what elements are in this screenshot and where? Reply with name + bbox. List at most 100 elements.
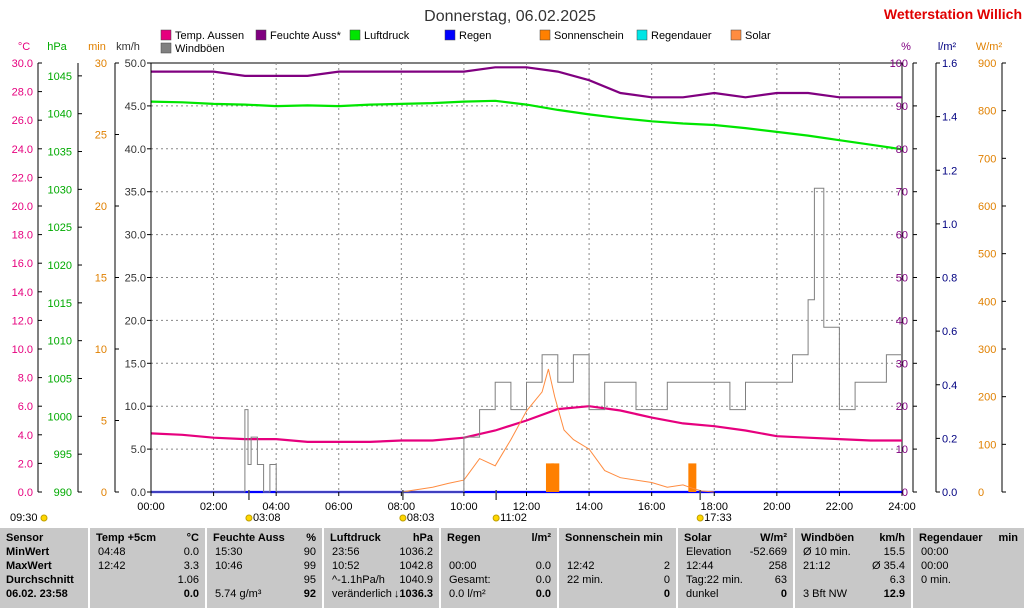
- tick-label-rain: 1.2: [942, 165, 957, 177]
- tick-label-rain: 0.0: [942, 487, 957, 499]
- stats-title: Regen: [447, 532, 481, 544]
- stats-time: Elevation: [686, 546, 732, 558]
- tick-label-solar: 300: [978, 344, 996, 356]
- tick-label-press: 995: [54, 449, 72, 461]
- tick-label-kmh: 20.0: [125, 315, 146, 327]
- stats-time: dunkel: [686, 588, 719, 600]
- stats-value: 0.0: [535, 560, 551, 572]
- stats-time: ^-1.1hPa/h: [332, 574, 385, 586]
- tick-label-min: 15: [95, 273, 107, 285]
- stats-regendauer: Regendauer min 00:00 00:00 0 min.: [911, 528, 1024, 608]
- tick-label-temp: 18.0: [12, 230, 33, 242]
- x-tick-label: 16:00: [638, 501, 666, 513]
- tick-label-rain: 0.4: [942, 380, 957, 392]
- legend-label: Sonnenschein: [554, 30, 624, 42]
- legend-swatch: [255, 29, 267, 41]
- stats-regen: Regen l/m² 00:00 0.0 Gesamt: 0.0 0.0 l/m² 0.0: [439, 528, 557, 608]
- sunshine-bar: [545, 463, 554, 492]
- legend-swatch: [730, 29, 742, 41]
- sun-markers: 09:30 03:08 08:03 11:02 17:33: [10, 490, 732, 524]
- stats-value: 63: [774, 574, 787, 586]
- tick-label-rain: 0.2: [942, 433, 957, 445]
- tick-label-temp: 22.0: [12, 172, 33, 184]
- stats-value: 258: [768, 560, 787, 572]
- stats-time: 12:42: [567, 560, 595, 572]
- tick-label-kmh: 0.0: [131, 487, 146, 499]
- stats-unit: °C: [186, 532, 199, 544]
- stats-unit: l/m²: [531, 532, 551, 544]
- tick-label-solar: 200: [978, 392, 996, 404]
- tick-label-pct: 0: [902, 487, 908, 499]
- legend-swatch: [636, 29, 648, 41]
- stats-title: Feuchte Auss: [213, 532, 285, 544]
- x-tick-label: 04:00: [262, 501, 290, 513]
- stats-sonne: Sonnenschein min 12:42 2 22 min. 0 0: [557, 528, 676, 608]
- tick-label-kmh: 50.0: [125, 58, 146, 70]
- sun-event-label: 03:08: [253, 512, 281, 524]
- stats-title: Sensor: [6, 532, 44, 544]
- sun-icon: [40, 514, 48, 522]
- tick-label-solar: 100: [978, 439, 996, 451]
- legend-label: Solar: [745, 30, 771, 42]
- stats-value: 12.9: [883, 588, 905, 600]
- tick-label-temp: 28.0: [12, 87, 33, 99]
- stats-time: 21:12: [803, 560, 831, 572]
- tick-label-temp: 30.0: [12, 58, 33, 70]
- legend-swatch: [444, 29, 456, 41]
- stats-luftdruck: Luftdruck hPa 23:56 1036.2 10:52 1042.8 ^-1.1h…: [322, 528, 439, 608]
- stats-value: 0.0: [535, 588, 551, 600]
- tick-label-press: 1015: [48, 298, 72, 310]
- tick-label-pct: 10: [896, 444, 908, 456]
- legend-label: Temp. Aussen: [175, 30, 244, 42]
- stats-feuchte: Feuchte Auss% 15:30 90 10:46 99 95 5.74 g/m³ 92: [205, 528, 322, 608]
- stats-value: 99: [303, 560, 316, 572]
- tick-label-pct: 90: [896, 101, 908, 113]
- stats-value: 0: [663, 588, 670, 600]
- stats-value: 1036.2: [399, 546, 433, 558]
- stats-time: veränderlich: [332, 588, 392, 600]
- tick-label-temp: 0.0: [18, 487, 33, 499]
- x-tick-label: 06:00: [325, 501, 353, 513]
- tick-label-press: 1040: [48, 109, 72, 121]
- tick-label-solar: 700: [978, 153, 996, 165]
- series-windb-en: [151, 187, 902, 493]
- tick-label-press: 1045: [48, 71, 72, 83]
- tick-label-temp: 4.0: [18, 430, 33, 442]
- sun-event-label: 08:03: [407, 512, 435, 524]
- stats-value: 0.0: [183, 546, 199, 558]
- stats-value: 0.0: [183, 588, 199, 600]
- stats-time: Tag:22 min.: [686, 574, 743, 586]
- stats-time: 3 Bft NW: [803, 588, 848, 600]
- tick-label-press: 1025: [48, 222, 72, 234]
- axis-unit-kmh: km/h: [116, 41, 140, 53]
- series-feuchte-auss-: [151, 66, 902, 99]
- stats-time: 00:00: [449, 560, 477, 572]
- tick-label-pct: 30: [896, 358, 908, 370]
- stats-table: Sensor MinWert MaxWert Durchschnitt 06.02. 2…: [0, 528, 1024, 608]
- stats-value: -52.669: [749, 546, 787, 558]
- tick-label-temp: 20.0: [12, 201, 33, 213]
- tick-label-min: 10: [95, 344, 107, 356]
- tick-label-kmh: 5.0: [131, 444, 146, 456]
- tick-label-solar: 900: [978, 58, 996, 70]
- stats-row-label: MinWert: [6, 546, 50, 558]
- stats-time: 23:56: [332, 546, 360, 558]
- tick-label-temp: 24.0: [12, 144, 33, 156]
- sun-icon: [399, 514, 407, 522]
- tick-label-temp: 2.0: [18, 458, 33, 470]
- sun-icon: [696, 514, 704, 522]
- tick-label-rain: 0.6: [942, 326, 957, 338]
- tick-label-temp: 6.0: [18, 401, 33, 413]
- stats-time: 22 min.: [567, 574, 604, 586]
- stats-title: Temp +5cm: [96, 532, 157, 544]
- stats-time: 0.0 l/m²: [449, 588, 486, 600]
- sun-icon: [245, 514, 253, 522]
- axis-unit-pct: %: [901, 41, 911, 53]
- weather-chart: 0.0 2.0 4.0 6.0 8.0 10.0 12.0 14.0 16.0 18.0 20.0 2…: [10, 6, 1022, 524]
- x-tick-label: 22:00: [826, 501, 854, 513]
- x-tick-label: 12:00: [513, 501, 541, 513]
- x-tick-label: 08:00: [388, 501, 416, 513]
- stats-unit: min: [998, 532, 1018, 544]
- tick-label-press: 1020: [48, 260, 72, 272]
- tick-label-kmh: 30.0: [125, 230, 146, 242]
